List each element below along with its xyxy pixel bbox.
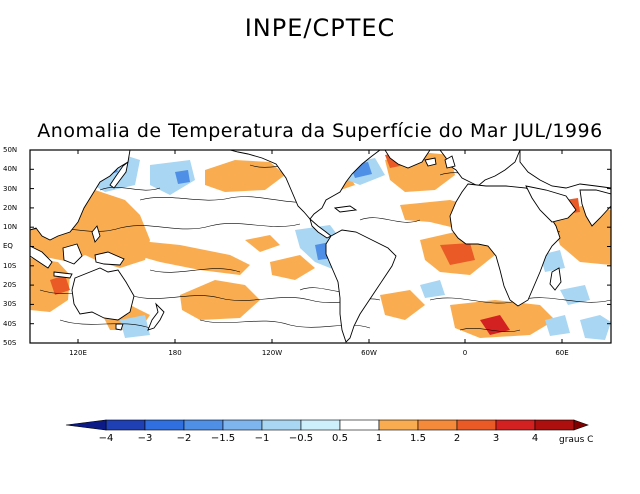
warm-anomaly-region: [180, 280, 260, 320]
greenland-landmass: [384, 150, 431, 169]
lat-label-50s: 50S: [3, 339, 17, 347]
cool-anomaly-region: [560, 285, 590, 305]
colorbar-segment: [222, 419, 263, 431]
lat-label-40s: 40S: [3, 320, 17, 328]
colorbar-segment: [417, 419, 458, 431]
lon-label-120w: 120W: [261, 349, 283, 357]
lat-label-10s: 10S: [3, 262, 17, 270]
colorbar-segment: [495, 419, 536, 431]
units-label: graus C: [559, 435, 594, 445]
map-subtitle: Anomalia de Temperatura da Superfície do…: [37, 120, 603, 142]
colorbar-segment: [144, 419, 185, 431]
colorbar-low-arrow: [65, 419, 107, 431]
warm-anomaly-region: [30, 258, 70, 312]
lon-label-60w: 60W: [361, 349, 377, 357]
cuba-island: [333, 205, 358, 213]
lat-label-50n: 50N: [3, 146, 18, 154]
cool-anomaly-region: [545, 315, 570, 336]
sumatra-island: [30, 245, 53, 269]
strong-cool-anomaly-region: [175, 170, 190, 184]
cool-anomaly-region: [150, 160, 195, 195]
central-america-landmass: [309, 217, 332, 239]
cool-anomaly-region: [580, 315, 611, 340]
colorbar-segment: [105, 419, 146, 431]
colorbar-tick-label: 2: [453, 433, 461, 444]
strong-warm-anomaly-region: [440, 243, 475, 265]
page-title: INPE/CPTEC: [244, 14, 396, 42]
lon-label-60e: 60E: [555, 349, 569, 357]
lat-label-40n: 40N: [3, 165, 18, 173]
philippines-island: [91, 225, 101, 243]
iceland-island: [424, 157, 437, 167]
warm-anomaly-region: [245, 235, 280, 252]
colorbar-tick-label: 0.5: [332, 433, 348, 444]
colorbar-segment: [456, 419, 497, 431]
colorbar-segment: [534, 419, 575, 431]
colorbar-tick-label: −2: [176, 433, 192, 444]
strong-warm-anomaly-region: [50, 275, 70, 295]
colorbar-tick-label: −0.5: [288, 433, 314, 444]
lon-label-120e: 120E: [69, 349, 87, 357]
strong-warm-anomaly-region: [480, 315, 510, 335]
colorbar-tick-label: 3: [492, 433, 500, 444]
borneo-island: [62, 243, 83, 265]
colorbar-high-arrow: [573, 419, 589, 431]
south-america-landmass: [325, 229, 397, 343]
lat-label-20n: 20N: [3, 204, 18, 212]
colorbar-segment: [183, 419, 224, 431]
colorbar-tick-label: −4: [98, 433, 114, 444]
colorbar: [65, 419, 589, 431]
axis-ticks: [30, 149, 611, 344]
cool-anomaly-region: [420, 280, 445, 298]
lat-label-30s: 30S: [3, 300, 17, 308]
tasmania-island: [115, 323, 124, 331]
colorbar-segment: [378, 419, 419, 431]
colorbar-tick-label: −1: [254, 433, 270, 444]
continents: [30, 150, 611, 343]
new-zealand-island: [147, 302, 165, 331]
arabia-landmass: [525, 185, 577, 223]
lat-label-eq: EQ: [3, 242, 13, 250]
warm-anomaly-region: [130, 240, 250, 275]
japan-island: [109, 160, 129, 189]
colorbar-tick-label: −1.5: [210, 433, 236, 444]
colorbar-tick-label: 4: [531, 433, 539, 444]
colorbar-segment: [261, 419, 302, 431]
australia-landmass: [71, 267, 135, 321]
warm-anomaly-region: [205, 160, 285, 192]
lon-label-180: 180: [168, 349, 182, 357]
east-asia-landmass: [519, 150, 611, 189]
colorbar-tick-label: 1: [375, 433, 383, 444]
java-island: [53, 271, 73, 279]
madagascar-island: [549, 267, 562, 291]
lat-label-20s: 20S: [3, 281, 17, 289]
asia-landmass: [30, 150, 131, 241]
new-guinea-island: [94, 251, 125, 266]
uk-island: [444, 155, 456, 169]
colorbar-tick-label: 1.5: [410, 433, 426, 444]
india-landmass: [579, 189, 611, 227]
lon-label-0: 0: [462, 349, 468, 357]
warm-anomaly-region: [270, 255, 315, 280]
lat-label-10n: 10N: [3, 223, 18, 231]
colorbar-tick-label: −3: [137, 433, 153, 444]
colorbar-segment: [339, 419, 380, 431]
north-america-landmass: [229, 150, 381, 220]
warm-anomaly-region: [380, 290, 425, 320]
cool-anomaly-region: [120, 315, 150, 338]
lat-label-30n: 30N: [3, 185, 18, 193]
colorbar-segment: [300, 419, 341, 431]
